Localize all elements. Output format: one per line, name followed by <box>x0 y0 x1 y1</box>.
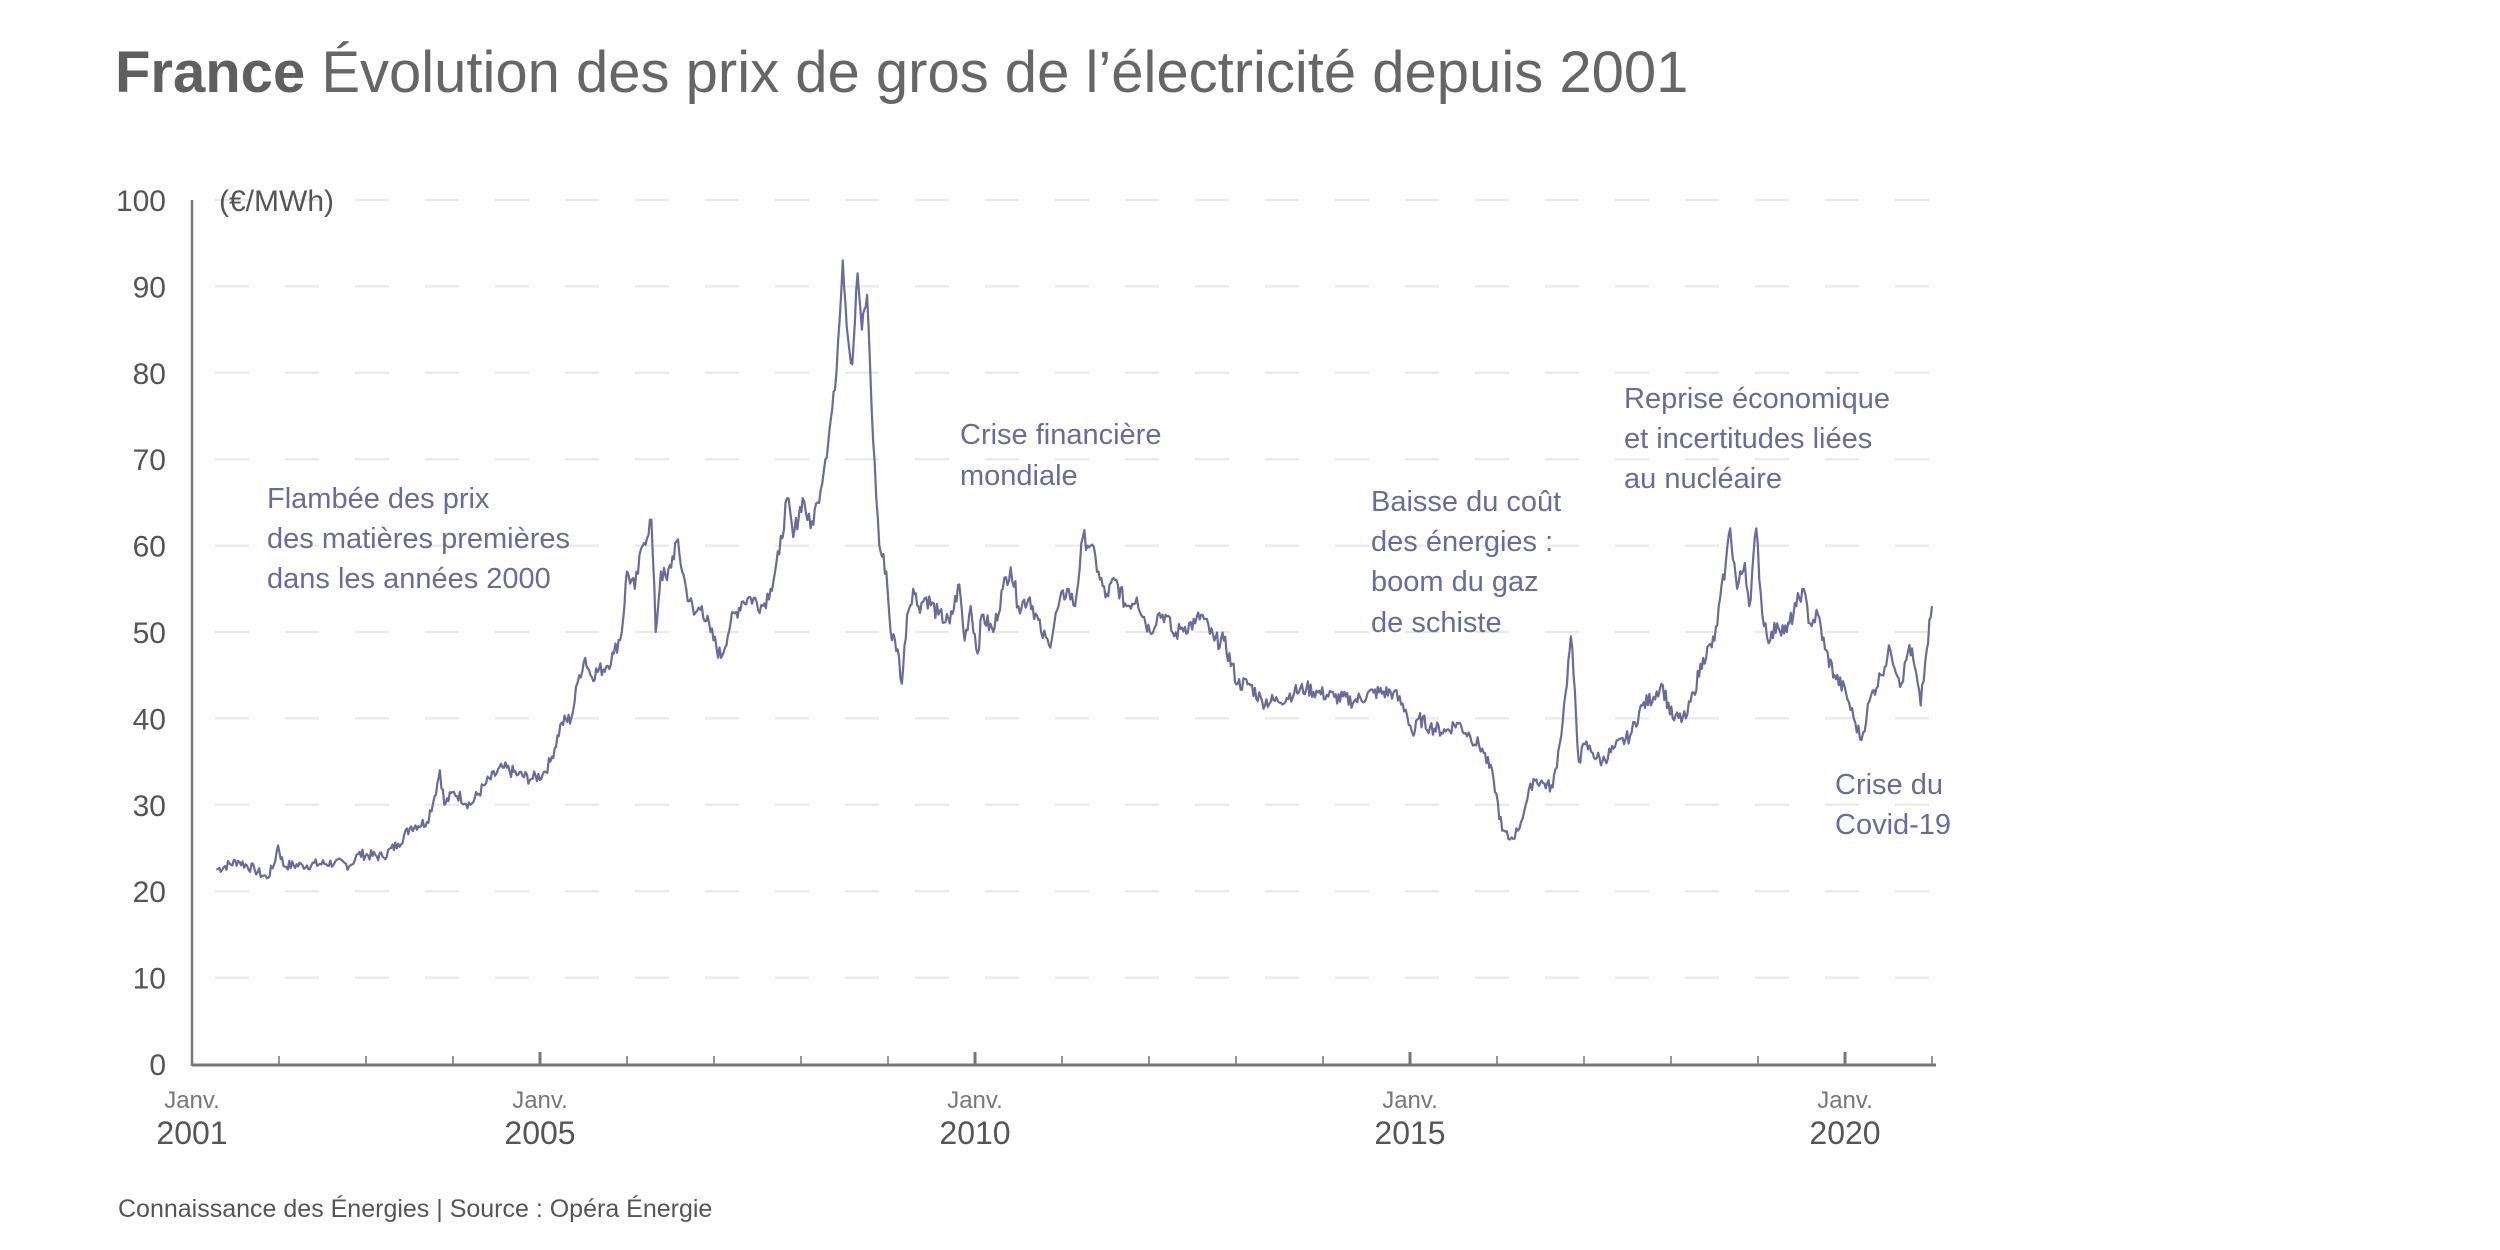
series-line-price <box>216 259 1934 880</box>
annotation-reprise: Reprise économique et incertitudes liées… <box>1624 383 1898 495</box>
annotation-line: de schiste <box>1371 607 1502 639</box>
annotation-line: Baisse du coût <box>1371 486 1561 518</box>
x-tick-month: Janv. <box>947 1087 1003 1114</box>
y-tick-label: 100 <box>116 185 166 218</box>
y-tick-label: 70 <box>133 444 166 477</box>
annotation-line: Crise financière <box>960 419 1161 451</box>
title-country: France <box>115 40 305 105</box>
x-tick-year: 2020 <box>1809 1115 1880 1151</box>
x-axis-ticks: Janv.2001Janv.2005Janv.2010Janv.2015Janv… <box>156 1052 1933 1151</box>
y-tick-label: 60 <box>133 531 166 564</box>
x-tick-month: Janv. <box>1382 1087 1438 1114</box>
x-tick-year: 2001 <box>156 1115 227 1151</box>
y-tick-label: 80 <box>133 358 166 391</box>
annotation-line: Covid-19 <box>1835 809 1951 841</box>
x-tick-year: 2015 <box>1374 1115 1445 1151</box>
annotation-line: au nucléaire <box>1624 463 1782 495</box>
annotation-crise-financiere: Crise financière mondiale <box>960 419 1170 492</box>
annotation-line: Crise du <box>1835 769 1943 801</box>
y-tick-label: 30 <box>133 790 166 823</box>
y-tick-label: 10 <box>133 963 166 996</box>
y-tick-label: 90 <box>133 271 166 304</box>
annotation-covid: Crise du Covid-19 <box>1835 769 1951 841</box>
source-footer: Connaissance des Énergies | Source : Opé… <box>118 1194 712 1223</box>
y-tick-label: 0 <box>149 1049 166 1082</box>
annotation-line: et incertitudes liées <box>1624 423 1872 455</box>
x-tick-year: 2010 <box>939 1115 1010 1151</box>
annotation-line: boom du gaz <box>1371 566 1539 598</box>
x-tick-month: Janv. <box>512 1087 568 1114</box>
annotation-gaz-de-schiste: Baisse du coût des énergies : boom du ga… <box>1371 486 1569 639</box>
annotation-line: mondiale <box>960 460 1078 492</box>
annotation-line: des matières premières <box>267 523 570 555</box>
gridlines <box>215 199 1936 979</box>
annotation-line: Flambée des prix <box>267 483 490 515</box>
y-tick-label: 20 <box>133 876 166 909</box>
annotation-flambee: Flambée des prix des matières premières … <box>267 483 578 595</box>
annotation-line: dans les années 2000 <box>267 563 551 595</box>
annotation-line: Reprise économique <box>1624 383 1890 415</box>
title-text: Évolution des prix de gros de l’électric… <box>321 40 1688 105</box>
x-tick-year: 2005 <box>504 1115 575 1151</box>
y-axis-unit: (€/MWh) <box>219 185 334 218</box>
x-tick-month: Janv. <box>164 1087 220 1114</box>
x-tick-month: Janv. <box>1817 1087 1873 1114</box>
y-tick-label: 40 <box>133 703 166 736</box>
chart-title: France Évolution des prix de gros de l’é… <box>115 40 1688 105</box>
annotation-line: des énergies : <box>1371 526 1553 558</box>
y-tick-label: 50 <box>133 617 166 650</box>
annotations: Flambée des prix des matières premières … <box>267 383 1951 841</box>
y-axis-ticks: 0 10 20 30 40 50 60 70 80 90 100 <box>116 185 166 1082</box>
